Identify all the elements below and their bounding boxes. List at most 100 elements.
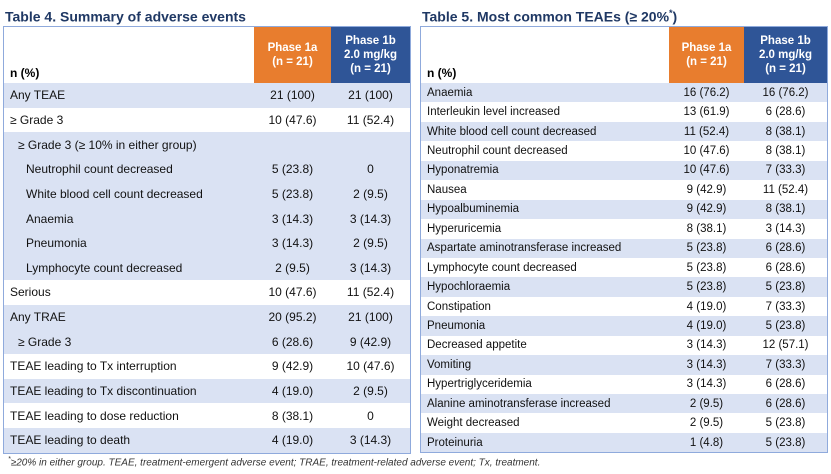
cell-value: 3 (14.3) [271,236,314,251]
row-label: ≥ Grade 3 [10,112,64,127]
cell-value: 3 (14.3) [349,433,392,448]
cell-value: 0 [367,408,374,423]
cell-value: 8 (38.1) [765,125,806,138]
row-label: White blood cell count decreased [427,125,597,138]
cell-value: 8 (38.1) [765,145,806,158]
footnote: *≥20% in either group. TEAE, treatment-e… [8,456,540,468]
table-row: Lymphocyte count decreased 2 (9.5) 3 (14.3… [4,255,410,281]
cell-value: 9 (42.9) [686,183,727,196]
cell-value: 9 (42.9) [349,334,392,349]
row-label: White blood cell count decreased [26,186,203,201]
cell-value: 11 (52.4) [346,285,395,300]
cell-value: 6 (28.6) [765,106,806,119]
column-header-phase-1a: Phase 1a (n = 21) [254,27,331,83]
cell-value: 5 (23.8) [686,242,727,255]
table-row: ≥ Grade 3 6 (28.6) 9 (42.9) [4,329,410,355]
row-label: Serious [10,285,51,300]
table-row: Decreased appetite 3 (14.3) 12 (57.1) [421,336,827,355]
cell-value: 5 (23.8) [271,162,314,177]
table-row: Aspartate aminotransferase increased 5 (2… [421,238,827,258]
adverse-events-tables-page: Table 4. Summary of adverse events n (%)… [3,2,828,454]
table-row: Any TEAE 21 (100) 21 (100) [4,83,410,108]
table-row: White blood cell count decreased 5 (23.8)… [4,181,410,207]
table-row: White blood cell count decreased 11 (52.4… [421,121,827,142]
cell-value: 5 (23.8) [765,436,806,449]
cell-value: 5 (23.8) [686,261,727,274]
row-label: Hypoalbuminemia [427,203,520,216]
cell-value: 9 (42.9) [686,203,727,216]
cell-value: 21 (100) [270,88,315,103]
cell-value: 2 (9.5) [353,236,388,251]
cell-value: 2 (9.5) [689,417,724,430]
table-row: TEAE leading to dose reduction 8 (38.1) 0 [4,403,410,428]
table-row: Neutrophil count decreased 5 (23.8) 0 [4,156,410,182]
cell-value: 7 (33.3) [765,164,806,177]
cell-value: 5 (23.8) [765,281,806,294]
cell-value: 10 (47.6) [346,359,395,374]
table4-title: Table 4. Summary of adverse events [5,4,411,25]
table-row: Vomiting 3 (14.3) 7 (33.3) [421,355,827,375]
cell-value: 21 (100) [348,310,393,325]
table-row: Hypertriglyceridemia 3 (14.3) 6 (28.6) [421,375,827,394]
row-label: TEAE leading to dose reduction [10,408,179,423]
cell-value: 3 (14.3) [686,378,727,391]
row-label: Any TRAE [10,310,66,325]
cell-value: 3 (14.3) [765,222,806,235]
table5-header-row: n (%) Phase 1a (n = 21) Phase 1b 2.0 mg/kg(… [421,27,827,83]
cell-value: 2 (9.5) [353,186,388,201]
row-label: Hypertriglyceridemia [427,378,532,391]
row-label: Any TEAE [10,88,66,103]
table-row: Pneumonia 4 (19.0) 5 (23.8) [421,316,827,336]
cell-value: 4 (19.0) [271,433,314,448]
table4-block: Table 4. Summary of adverse events n (%)… [3,2,411,454]
table4: n (%) Phase 1a (n = 21) Phase 1b 2.0 mg/kg(… [3,26,411,454]
table-row: Any TRAE 20 (95.2) 21 (100) [4,304,410,330]
row-label: Lymphocyte count decreased [427,261,577,274]
row-label: ≥ Grade 3 (≥ 10% in either group) [18,137,197,152]
table5-title-after: ) [672,8,678,25]
table-row: Interleukin level increased 13 (61.9) 6 (2… [421,102,827,121]
row-label: TEAE leading to Tx interruption [10,359,177,374]
row-label: Decreased appetite [427,339,527,352]
table-row: ≥ Grade 3 (≥ 10% in either group) [4,132,410,157]
column-header-phase-1a: Phase 1a (n = 21) [669,27,744,83]
table-row: Neutrophil count decreased 10 (47.6) 8 (38… [421,141,827,160]
cell-value: 8 (38.1) [686,222,727,235]
row-label: TEAE leading to Tx discontinuation [10,384,197,398]
row-label: Nausea [427,183,467,196]
cell-value: 4 (19.0) [271,384,314,398]
table4-title-text: Table 4. Summary of adverse events [5,8,246,25]
table-row: Nausea 9 (42.9) 11 (52.4) [421,180,827,199]
cell-value: 3 (14.3) [349,260,392,275]
table-row: Hypoalbuminemia 9 (42.9) 8 (38.1) [421,199,827,220]
table-row: Hyponatremia 10 (47.6) 7 (33.3) [421,160,827,181]
table5-block: Table 5. Most common TEAEs (≥ 20%*) n (%… [420,2,828,454]
cell-value: 9 (42.9) [271,359,314,374]
table-row: Hypochloraemia 5 (23.8) 5 (23.8) [421,277,827,297]
cell-value: 10 (47.6) [683,145,730,158]
cell-value: 11 (52.4) [683,125,730,138]
cell-value: 10 (47.6) [268,112,317,127]
cell-value: 11 (52.4) [346,112,395,127]
cell-value: 7 (33.3) [765,300,806,313]
row-label: Anaemia [26,211,74,226]
row-label: Lymphocyte count decreased [26,260,183,275]
row-label: Anaemia [427,86,473,99]
table-row: Pneumonia 3 (14.3) 2 (9.5) [4,230,410,256]
row-label: Constipation [427,300,491,313]
table-row: Lymphocyte count decreased 5 (23.8) 6 (28.… [421,258,827,277]
row-label: Hyperuricemia [427,222,502,235]
row-label: Vomiting [427,358,472,371]
table5-body: Anaemia 16 (76.2) 16 (76.2) Interleukin lev… [421,83,827,453]
cell-value: 4 (19.0) [686,319,727,332]
table-row: Alanine aminotransferase increased 2 (9.5… [421,394,827,414]
cell-value: 12 (57.1) [762,339,809,352]
cell-value: 6 (28.6) [765,397,806,410]
table-row: Anaemia 16 (76.2) 16 (76.2) [421,83,827,103]
column-header-phase-1b: Phase 1b 2.0 mg/kg (n = 21) [331,27,410,83]
row-label: Pneumonia [427,319,486,332]
cell-value: 3 (14.3) [349,211,392,226]
table5-header-spacer: n (%) [421,27,669,83]
table-row: TEAE leading to death 4 (19.0) 3 (14.3) [4,427,410,453]
cell-value: 2 (9.5) [353,384,388,398]
